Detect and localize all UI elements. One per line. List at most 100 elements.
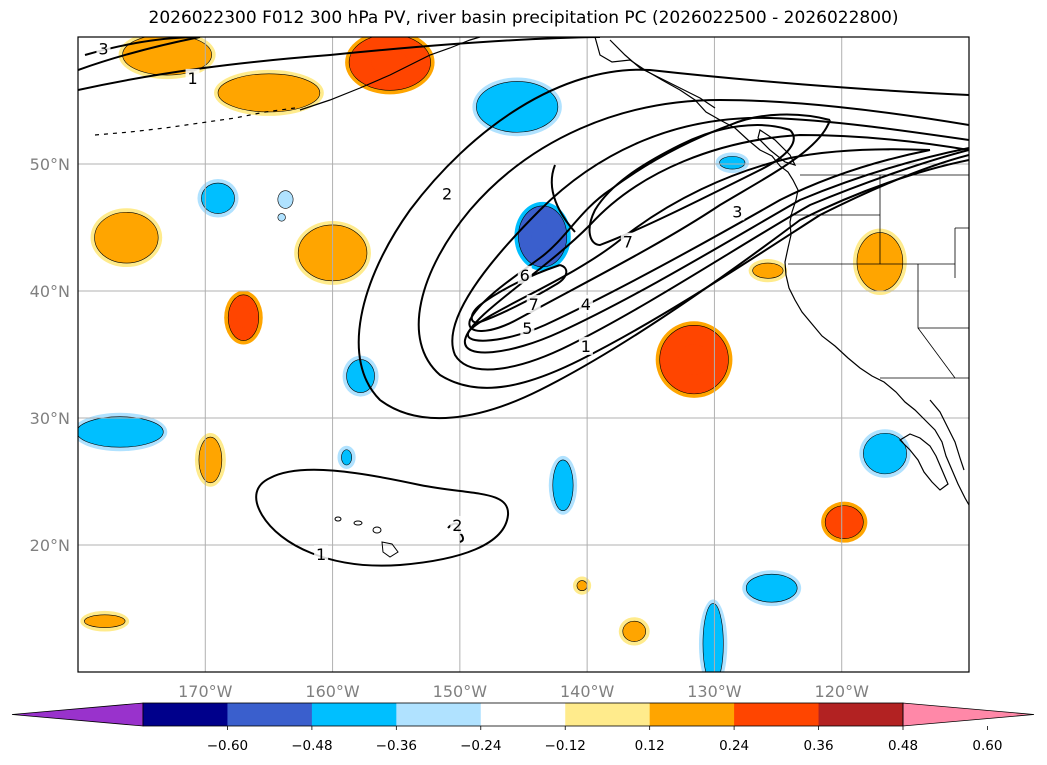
lat-tick-label: 50°N: [30, 155, 70, 174]
pv-contour-6-jet: [550, 164, 576, 233]
ocean-background: [78, 37, 969, 672]
lon-tick-label: 150°W: [433, 682, 488, 701]
precip-patch-core: [236, 307, 251, 328]
pv-contour-3: [451, 116, 969, 371]
precip-patch: [476, 81, 559, 133]
island-big-island: [381, 541, 399, 558]
colorbar-bin: [480, 703, 566, 726]
pv-contour-1: [357, 68, 969, 420]
precip-patch: [576, 580, 588, 592]
longitude-labels: 170°W 160°W 150°W 140°W 130°W 120°W: [178, 682, 869, 701]
lon-tick-label: 170°W: [178, 682, 233, 701]
colorbar-tick-label: −0.60: [207, 738, 248, 754]
pv-contour-1-north: [78, 37, 601, 91]
contour-label-bg: [578, 336, 593, 355]
pv-contour-2: [417, 98, 969, 389]
contour-label-bg: [517, 265, 532, 284]
lat-tick-label: 20°N: [30, 536, 70, 555]
state-border-ca-nv: [917, 327, 956, 379]
precip-patch: [84, 614, 126, 628]
precip-patch-core: [531, 222, 554, 251]
precip-patch: [745, 573, 798, 603]
precip-patch: [341, 449, 352, 466]
colorbar-tick-label: 0.12: [635, 738, 665, 754]
precip-patch: [719, 156, 746, 170]
colorbar-tick-label: −0.12: [545, 738, 586, 754]
pv-contour-7-south: [470, 264, 568, 324]
precip-patch-core: [678, 344, 710, 376]
island-maui: [372, 526, 382, 534]
colorbar-over-triangle: [902, 702, 1035, 727]
precip-patch: [201, 182, 235, 214]
island-oahu: [353, 520, 363, 526]
contour-label-bg: [520, 319, 535, 338]
lon-tick-label: 130°W: [687, 682, 742, 701]
precip-patch: [702, 603, 724, 672]
colorbar-bin: [565, 703, 651, 726]
lon-tick-label: 140°W: [560, 682, 615, 701]
colorbar-frame: [142, 702, 904, 727]
north-america-west-coast: [594, 37, 969, 506]
precip-patch: [863, 432, 907, 475]
precip-patch-core: [371, 49, 409, 75]
colorbar-bin: [227, 703, 313, 726]
map-title: 2026022300 F012 300 hPa PV, river basin …: [148, 8, 899, 28]
plot-area: 3 1 2 7 3 6 7 4 5 1 2 1: [77, 36, 970, 673]
colorbar-tick-label: 0.24: [719, 738, 749, 754]
pv-contour-7: [588, 124, 795, 247]
hawaii-islands: [334, 516, 399, 558]
colorbar-tick-label: 0.36: [804, 738, 834, 754]
graticule: [78, 37, 969, 672]
latitude-labels: 50°N 40°N 30°N 20°N: [30, 155, 70, 555]
pv-contour-1-subtropical: [255, 468, 510, 567]
island-kauai: [334, 516, 342, 522]
precip-patch: [622, 620, 646, 642]
precip-patch: [217, 73, 321, 113]
precip-patch: [277, 190, 294, 209]
pv-contour-label: 7: [623, 233, 633, 252]
lat-tick-label: 40°N: [30, 282, 70, 301]
contour-label-bg: [440, 184, 455, 203]
pv-contour-label: 1: [581, 337, 591, 356]
political-borders: [788, 174, 969, 379]
pv-contour-label: 2: [442, 184, 452, 203]
precip-patch: [277, 213, 286, 222]
contour-label-bg: [314, 545, 329, 564]
gulf-of-california: [929, 399, 965, 471]
contour-label-bg: [450, 515, 465, 534]
pv-contour-label: 3: [732, 202, 742, 221]
pv-contour-3-north: [78, 37, 201, 71]
colorbar-bin: [734, 703, 820, 726]
colorbar-bin: [396, 703, 482, 726]
pv-contour-label: 1: [316, 545, 326, 564]
aleutian-chain: [94, 107, 296, 136]
lon-tick-label: 160°W: [305, 682, 360, 701]
precip-patch: [78, 416, 164, 448]
contour-label-bg: [526, 294, 541, 313]
precip-patch: [552, 459, 574, 512]
precip-patch: [752, 262, 784, 279]
baja-california: [899, 433, 949, 491]
contour-label-bg: [578, 294, 593, 313]
pv-contour-labels: 3 1 2 7 3 6 7 4 5 1 2 1: [96, 39, 745, 564]
colorbar-bin: [311, 703, 397, 726]
contour-label-bg: [730, 202, 745, 221]
colorbar-tick-label: 0.60: [972, 738, 1002, 754]
contour-label-bg: [96, 39, 111, 58]
plot-frame: [77, 36, 970, 673]
pv-contour-label: 1: [187, 69, 197, 88]
colorbar-bin: [649, 703, 735, 726]
lon-tick-label: 120°W: [815, 682, 870, 701]
precip-patch-core: [835, 514, 853, 530]
contour-label-bg: [185, 68, 200, 87]
colorbar: −0.60 −0.48 −0.36 −0.24 −0.12 0.12 0.24 0.36 0.4…: [11, 702, 1035, 754]
pv-contour-label: 4: [581, 295, 591, 314]
state-border-ut: [954, 227, 969, 278]
colorbar-tick-label: −0.24: [460, 738, 501, 754]
colorbar-tick-label: −0.48: [291, 738, 332, 754]
contour-label-bg: [620, 232, 635, 251]
colorbar-under-triangle: [11, 702, 144, 727]
pv-contour-label: 5: [522, 319, 532, 338]
colorbar-bin: [143, 703, 228, 726]
precip-patch: [198, 436, 223, 484]
